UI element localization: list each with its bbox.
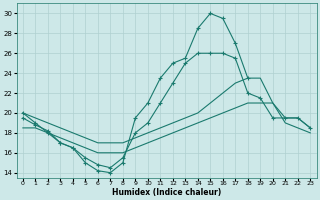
X-axis label: Humidex (Indice chaleur): Humidex (Indice chaleur): [112, 188, 221, 197]
